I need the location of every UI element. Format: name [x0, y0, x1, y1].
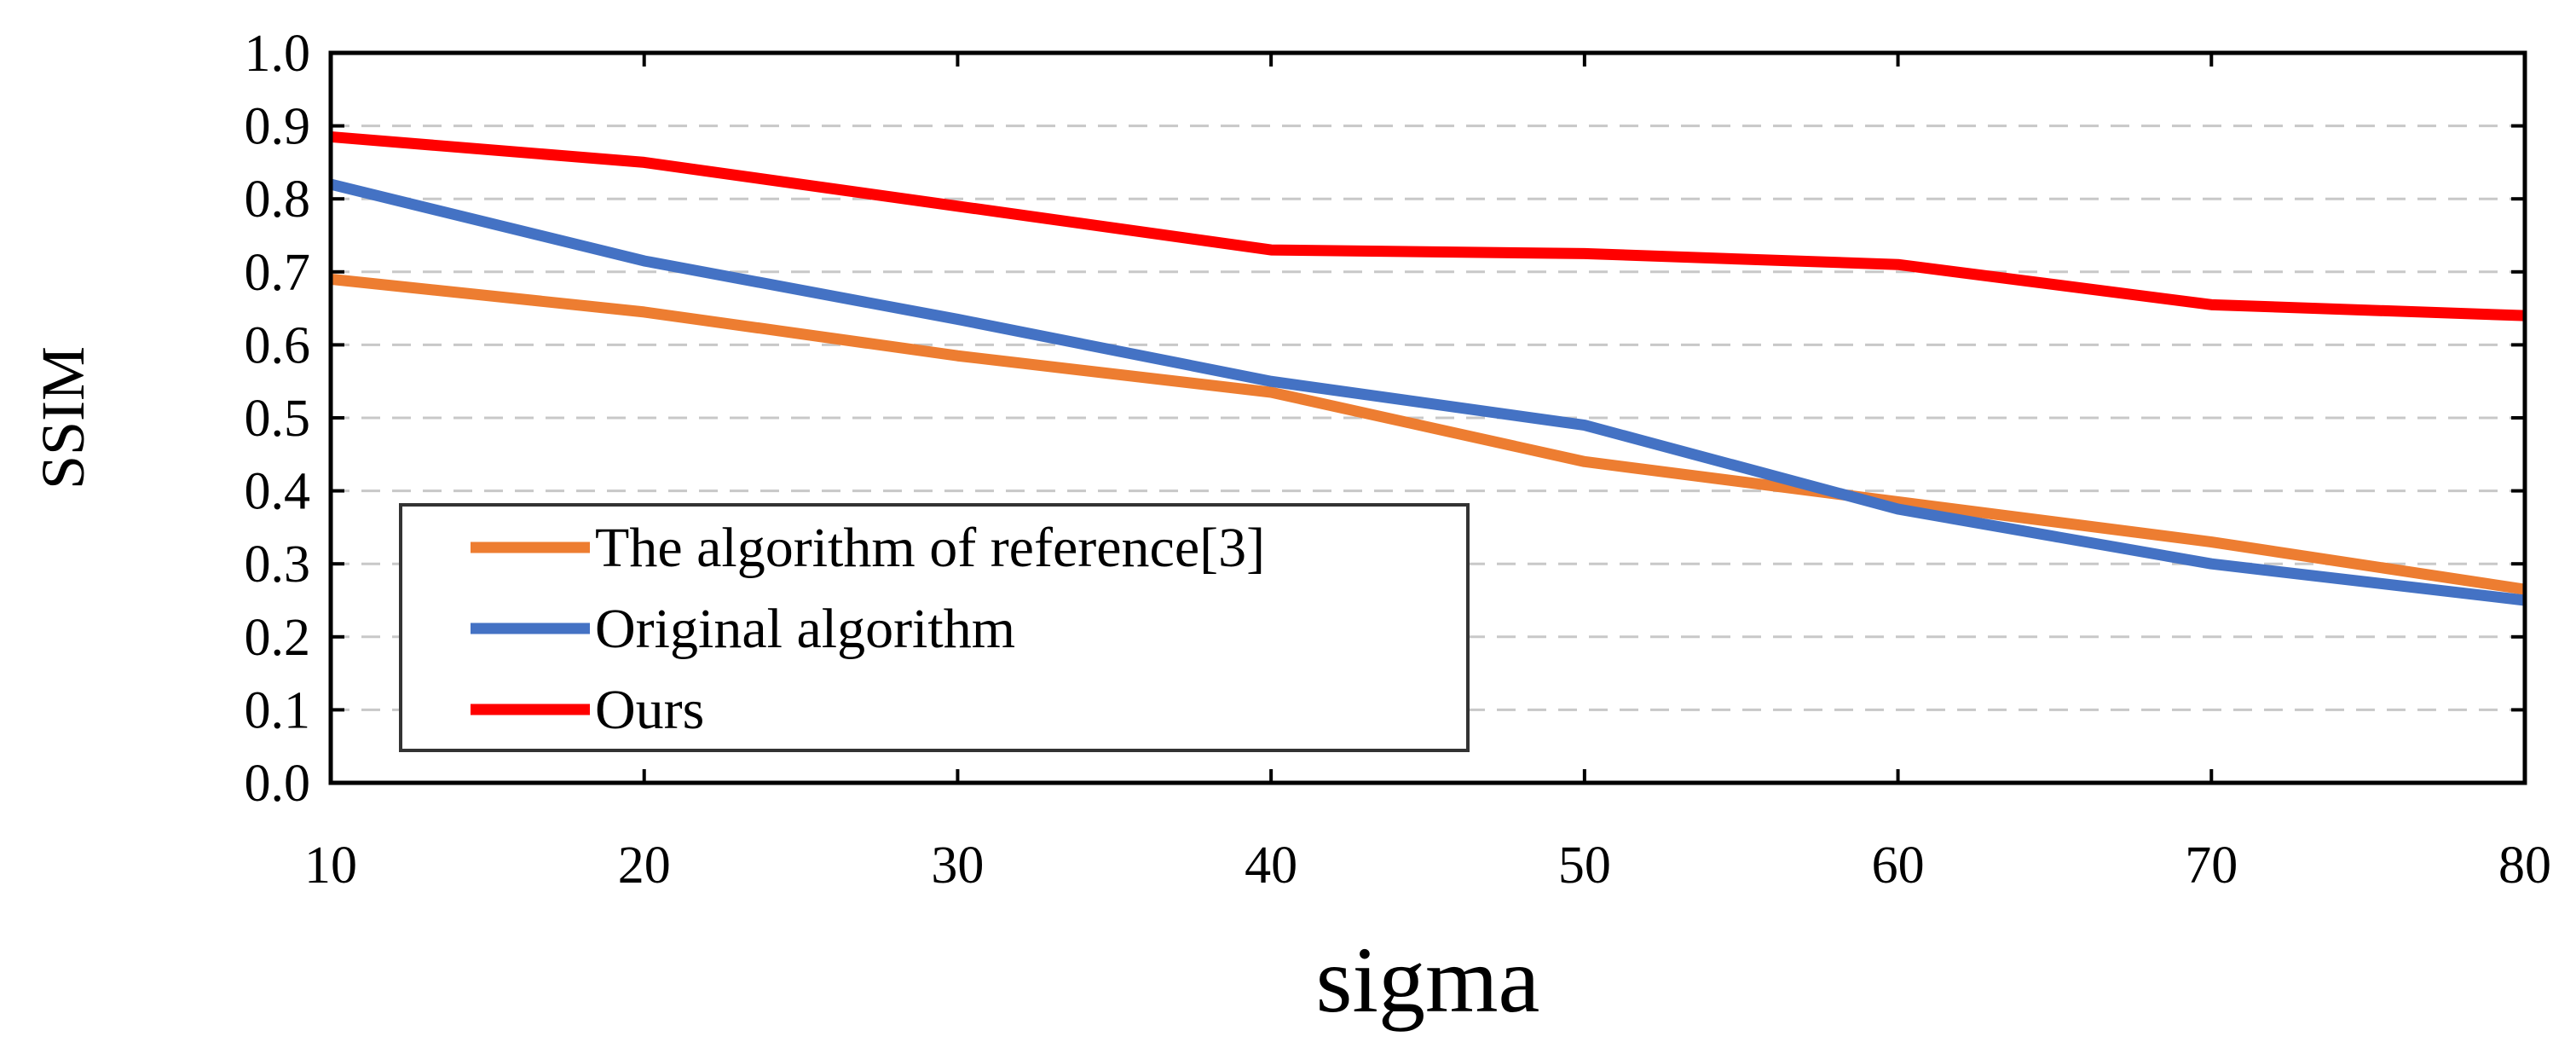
series-line-1	[330, 273, 2526, 595]
axis-ticks	[329, 51, 2527, 785]
gridlines	[331, 125, 2525, 711]
x-tick-label: 50	[1558, 837, 1611, 895]
y-tick-label: 0.0	[245, 755, 311, 813]
legend-label-1: The algorithm of reference[3]	[595, 517, 1265, 579]
y-tick-label: 0.8	[245, 171, 311, 229]
x-tick-label: 60	[1872, 837, 1925, 895]
y-tick-label: 0.9	[245, 98, 311, 156]
legend-label-2: Original algorithm	[595, 598, 1015, 660]
x-tick-label: 20	[618, 837, 671, 895]
y-tick-label: 0.2	[245, 609, 311, 667]
x-axis-label: sigma	[1316, 928, 1540, 1032]
x-tick-label: 80	[2498, 837, 2551, 895]
x-tick-label: 10	[304, 837, 357, 895]
legend: The algorithm of reference[3] Original al…	[399, 503, 1470, 752]
x-tick-label: 30	[931, 837, 984, 895]
legend-label-3: Ours	[595, 679, 704, 741]
y-tick-label: 0.5	[245, 390, 311, 448]
y-tick-label: 1.0	[245, 25, 311, 83]
y-tick-label: 0.7	[245, 244, 311, 302]
x-tick-label: 40	[1245, 837, 1297, 895]
series-lines	[329, 130, 2526, 606]
y-tick-label: 0.1	[245, 681, 311, 739]
y-tick-label: 0.4	[245, 463, 311, 521]
y-tick-label: 0.3	[245, 536, 311, 594]
y-tick-label: 0.6	[245, 316, 311, 374]
tick-labels: 0.0 0.1 0.2 0.3 0.4 0.5 0.6 0.7 0.8 0.9 1.0 10 20 30 4…	[245, 25, 2552, 895]
series-line-2	[329, 178, 2526, 606]
x-tick-label: 70	[2185, 837, 2238, 895]
y-axis-label: SSIM	[29, 346, 97, 489]
series-line-3	[330, 130, 2526, 321]
